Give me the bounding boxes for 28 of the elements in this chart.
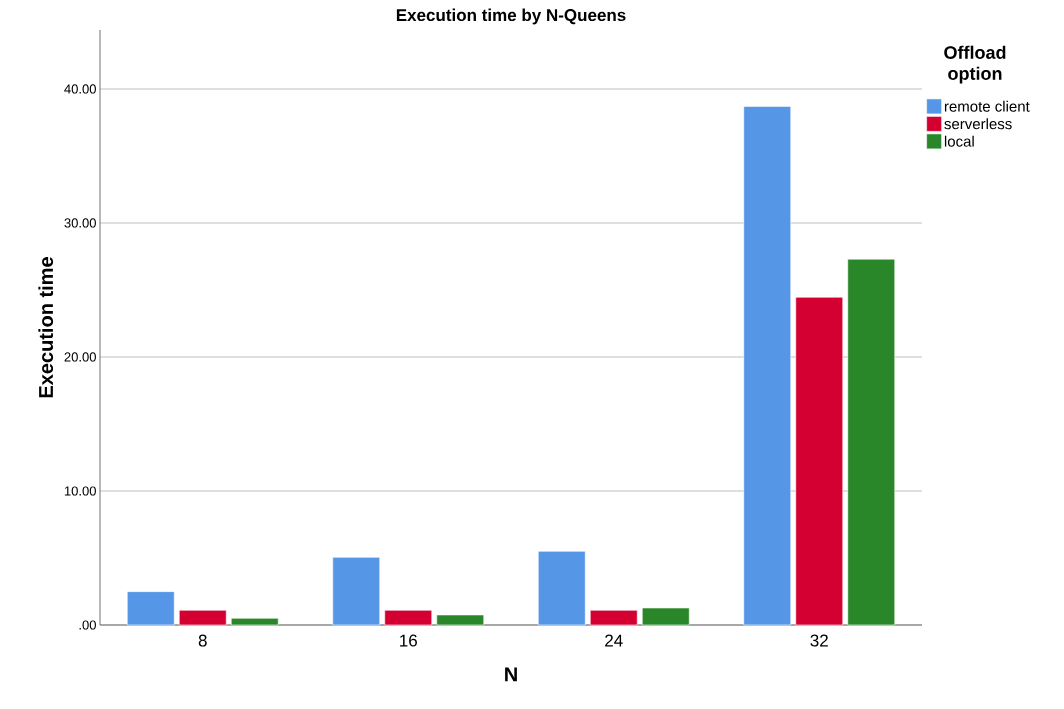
bar	[589, 609, 638, 626]
bar	[795, 296, 844, 626]
legend-label: remote client	[944, 100, 1030, 112]
y-tick-label: 10.00	[64, 486, 96, 496]
bar	[384, 609, 433, 626]
bar	[537, 550, 586, 626]
bar	[332, 557, 381, 626]
legend-title: Offload option	[944, 45, 1006, 84]
bar	[178, 609, 227, 626]
bar	[436, 614, 485, 626]
bar	[126, 591, 175, 626]
legend-label: local	[944, 135, 974, 147]
y-axis-title: Execution time	[38, 257, 54, 398]
x-tick-label: 16	[400, 634, 417, 647]
y-tick-label: 40.00	[64, 84, 96, 94]
bar	[743, 106, 792, 626]
y-tick-label: 20.00	[64, 352, 96, 362]
bar	[847, 258, 896, 626]
x-tick-label: 32	[810, 634, 828, 647]
y-tick-label: 30.00	[64, 218, 96, 228]
x-tick-label: 8	[198, 634, 207, 647]
bar	[230, 618, 279, 626]
x-tick-label: 24	[605, 634, 623, 647]
y-tick-label: .00	[79, 620, 96, 630]
chart-title: Execution time by N-Queens	[396, 8, 626, 25]
legend-label: serverless	[944, 118, 1012, 130]
bar	[641, 607, 690, 626]
x-axis-title: N	[505, 667, 517, 682]
